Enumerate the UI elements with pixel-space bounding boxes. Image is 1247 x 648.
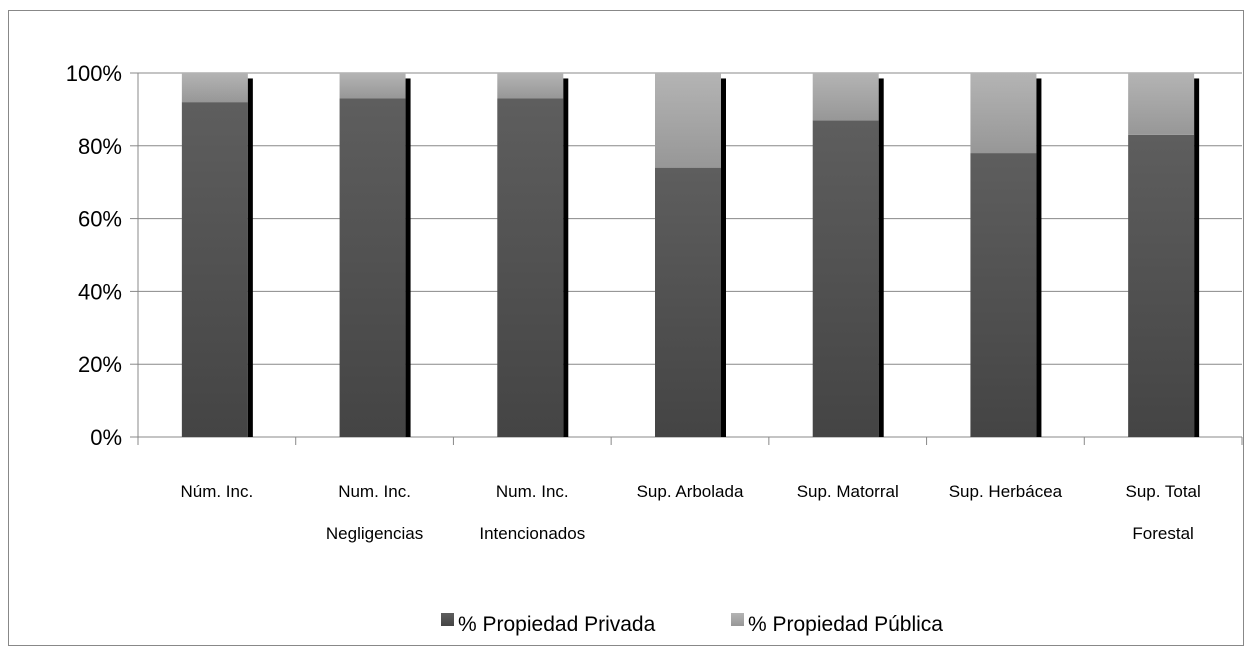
x-category-label: Sup. Total Forestal: [1125, 482, 1200, 543]
y-tick-label: 0%: [90, 425, 122, 450]
bar-publica: [812, 73, 879, 121]
bar-shadow: [1194, 78, 1200, 438]
legend-label-privada: % Propiedad Privada: [458, 613, 656, 636]
bar-shadow: [405, 78, 411, 438]
bar-privada: [181, 102, 248, 438]
legend-label-publica: % Propiedad Pública: [748, 613, 943, 636]
x-category-label: Num. Inc. Intencionados: [479, 482, 585, 543]
bar-publica: [970, 73, 1037, 154]
bar-publica: [339, 73, 406, 99]
bar-privada: [497, 98, 564, 437]
y-tick-label: 60%: [78, 207, 122, 232]
y-tick-label: 40%: [78, 279, 122, 304]
bar-privada: [812, 120, 879, 437]
x-category-label: Sup. Herbácea: [949, 482, 1063, 501]
bar-publica: [181, 73, 248, 103]
x-category-label: Sup. Matorral: [797, 482, 899, 501]
bar-shadow: [721, 78, 726, 438]
legend-swatch-publica: [731, 613, 744, 626]
bar-publica: [1128, 73, 1195, 135]
bar-publica: [497, 73, 564, 99]
bar-privada: [339, 98, 406, 437]
bar-shadow: [1036, 78, 1042, 438]
y-tick-label: 20%: [78, 352, 122, 377]
x-category-label: Num. Inc. Negligencias: [326, 482, 423, 543]
x-category-label: Sup. Arbolada: [637, 482, 744, 501]
bar-privada: [655, 167, 721, 437]
x-category-label: Núm. Inc.: [180, 482, 253, 501]
bar-privada: [970, 153, 1037, 437]
y-tick-label: 100%: [66, 61, 122, 86]
bar-shadow: [247, 78, 253, 438]
y-tick-label: 80%: [78, 134, 122, 159]
bar-publica: [655, 73, 721, 168]
bar-shadow: [563, 78, 569, 438]
bar-privada: [1128, 134, 1195, 437]
bar-shadow: [878, 78, 884, 438]
legend-swatch-privada: [441, 613, 454, 626]
